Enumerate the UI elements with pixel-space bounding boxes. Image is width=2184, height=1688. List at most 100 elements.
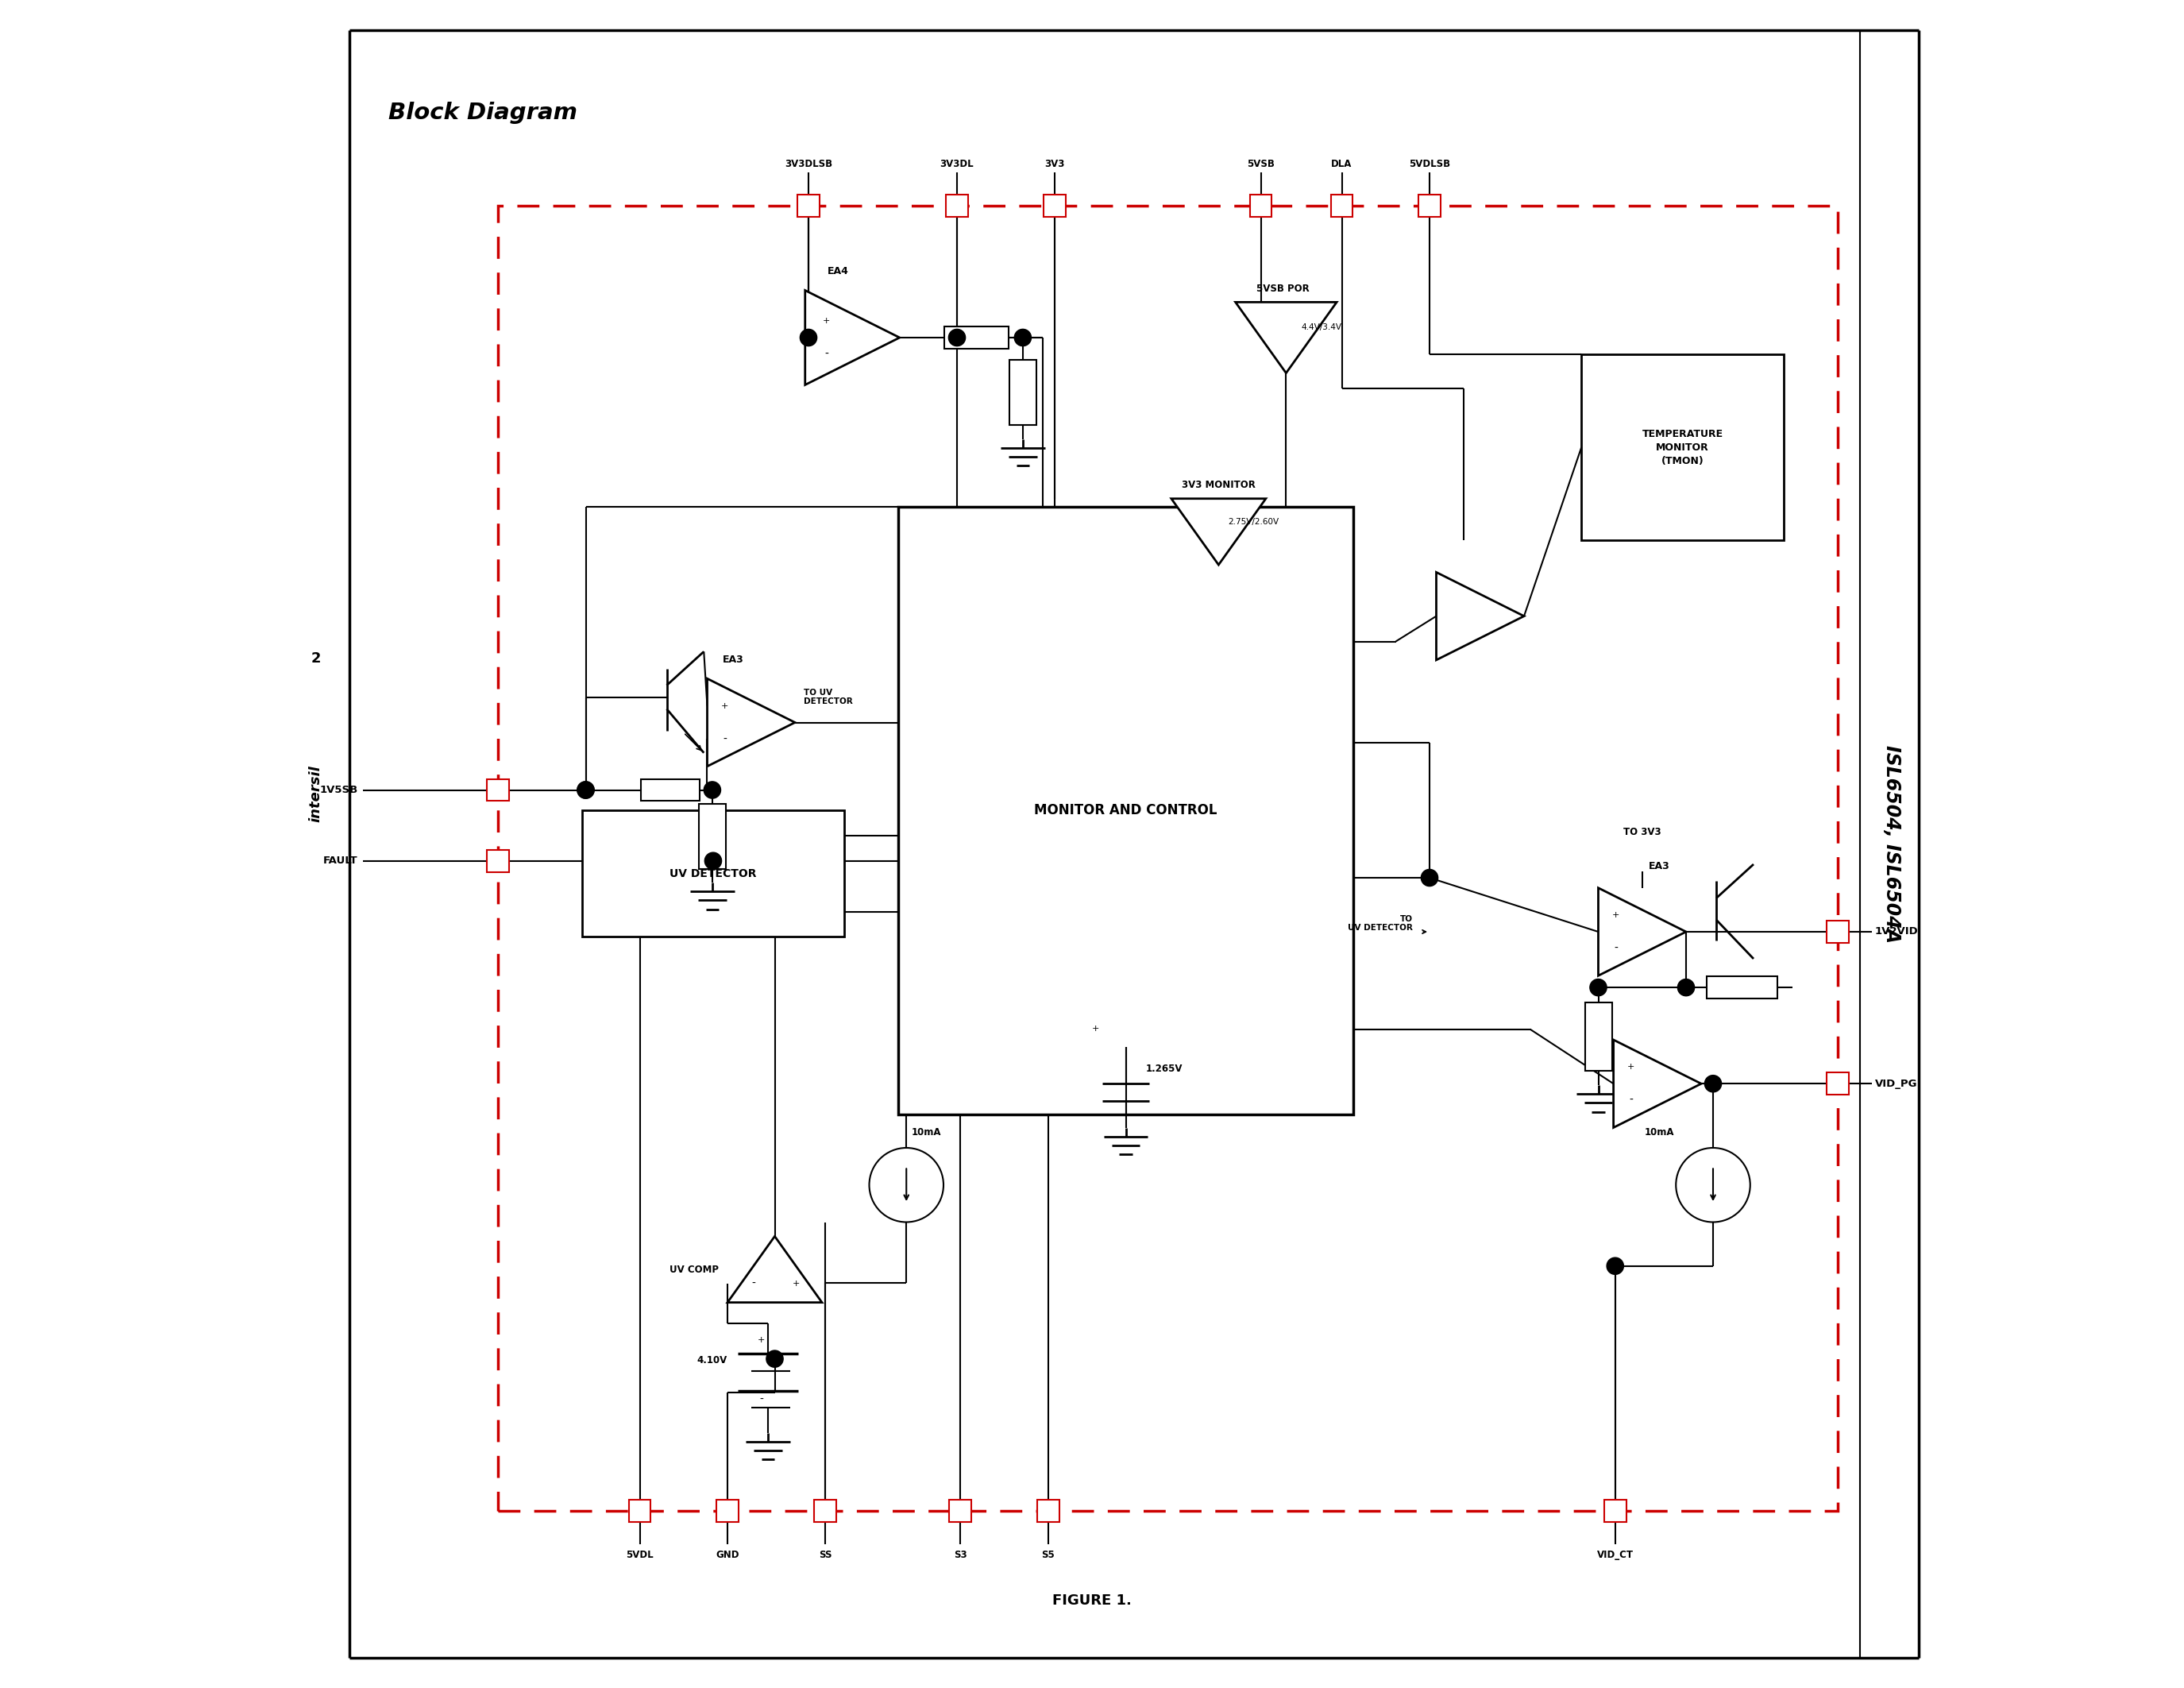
Circle shape xyxy=(869,1148,943,1222)
Bar xyxy=(1037,1501,1059,1523)
Polygon shape xyxy=(1171,498,1267,565)
Bar xyxy=(950,1501,972,1523)
Bar xyxy=(1706,976,1778,998)
Polygon shape xyxy=(1437,572,1524,660)
Text: 3V3DL: 3V3DL xyxy=(939,159,974,169)
Circle shape xyxy=(577,782,594,798)
Circle shape xyxy=(1675,1148,1749,1222)
Text: +: + xyxy=(823,317,830,326)
Text: VID_PG: VID_PG xyxy=(1876,1079,1918,1089)
Text: UV COMP: UV COMP xyxy=(670,1264,719,1274)
Text: 1V5SB: 1V5SB xyxy=(319,785,358,795)
Text: +: + xyxy=(758,1337,764,1344)
Text: EA3: EA3 xyxy=(1649,861,1669,871)
Bar xyxy=(1044,194,1066,216)
Text: -: - xyxy=(760,1394,762,1404)
Text: 2: 2 xyxy=(310,652,321,665)
Bar xyxy=(1586,1003,1612,1070)
Polygon shape xyxy=(1236,302,1337,373)
Text: 2.75V/2.60V: 2.75V/2.60V xyxy=(1227,518,1280,527)
Bar xyxy=(1828,922,1850,942)
Text: TO 3V3: TO 3V3 xyxy=(1623,827,1662,837)
Text: Block Diagram: Block Diagram xyxy=(389,101,577,123)
Text: 3V3 MONITOR: 3V3 MONITOR xyxy=(1182,479,1256,490)
Circle shape xyxy=(767,1350,784,1367)
Bar xyxy=(629,1501,651,1523)
Polygon shape xyxy=(1614,1040,1701,1128)
Text: UV DETECTOR: UV DETECTOR xyxy=(670,868,756,879)
Text: 4.10V: 4.10V xyxy=(697,1355,727,1366)
Bar xyxy=(1009,360,1035,425)
Circle shape xyxy=(577,782,594,798)
Text: EA4: EA4 xyxy=(828,267,850,277)
Circle shape xyxy=(799,329,817,346)
Text: +: + xyxy=(793,1280,799,1288)
Bar xyxy=(699,803,725,869)
Text: -: - xyxy=(723,734,727,744)
Text: 5VSB: 5VSB xyxy=(1247,159,1275,169)
Circle shape xyxy=(703,782,721,798)
Circle shape xyxy=(1013,329,1031,346)
Text: 3V3DLSB: 3V3DLSB xyxy=(784,159,832,169)
Text: -: - xyxy=(1629,1096,1634,1106)
Text: FIGURE 1.: FIGURE 1. xyxy=(1053,1593,1131,1607)
Text: -: - xyxy=(823,349,828,360)
Text: -: - xyxy=(1614,944,1618,954)
Text: DLA: DLA xyxy=(1332,159,1352,169)
Bar xyxy=(583,810,843,937)
Bar xyxy=(815,1501,836,1523)
Text: S5: S5 xyxy=(1042,1550,1055,1560)
Text: 4.4V/3.4V: 4.4V/3.4V xyxy=(1302,324,1341,331)
Bar xyxy=(898,506,1354,1114)
Bar xyxy=(1605,1501,1627,1523)
Text: 10mA: 10mA xyxy=(911,1128,941,1138)
Bar xyxy=(716,1501,738,1523)
Polygon shape xyxy=(708,679,795,766)
Polygon shape xyxy=(1599,888,1686,976)
Bar xyxy=(797,194,819,216)
Polygon shape xyxy=(727,1236,821,1303)
Bar xyxy=(1249,194,1271,216)
Text: 1V2VID: 1V2VID xyxy=(1876,927,1918,937)
Text: 10mA: 10mA xyxy=(1645,1128,1673,1138)
Text: MONITOR AND CONTROL: MONITOR AND CONTROL xyxy=(1035,803,1216,817)
Text: -: - xyxy=(751,1278,756,1290)
Bar xyxy=(943,326,1009,348)
Circle shape xyxy=(705,852,721,869)
Text: TO UV
DETECTOR: TO UV DETECTOR xyxy=(804,689,852,706)
Circle shape xyxy=(1677,979,1695,996)
Text: GND: GND xyxy=(716,1550,738,1560)
Text: 3V3: 3V3 xyxy=(1044,159,1066,169)
Polygon shape xyxy=(806,290,900,385)
Bar xyxy=(1420,194,1441,216)
Bar xyxy=(487,851,509,871)
Bar xyxy=(1330,194,1352,216)
Text: FAULT: FAULT xyxy=(323,856,358,866)
Bar xyxy=(487,778,509,800)
Text: SS: SS xyxy=(819,1550,832,1560)
Text: 5VSB POR: 5VSB POR xyxy=(1256,284,1308,294)
Text: ISL6504, ISL6504A: ISL6504, ISL6504A xyxy=(1883,744,1902,944)
Bar xyxy=(946,194,968,216)
Text: 5VDL: 5VDL xyxy=(627,1550,653,1560)
Bar xyxy=(1581,354,1784,540)
Text: +: + xyxy=(1627,1063,1636,1070)
Text: TO
UV DETECTOR: TO UV DETECTOR xyxy=(1348,915,1413,932)
Text: 1.265V: 1.265V xyxy=(1147,1063,1184,1074)
Circle shape xyxy=(948,329,965,346)
Circle shape xyxy=(1590,979,1607,996)
Text: EA3: EA3 xyxy=(723,655,745,665)
Text: +: + xyxy=(721,702,729,709)
Text: intersil: intersil xyxy=(308,765,323,822)
Text: 5VDLSB: 5VDLSB xyxy=(1409,159,1450,169)
Bar xyxy=(640,778,699,800)
Circle shape xyxy=(1607,1258,1623,1274)
Bar xyxy=(1828,1074,1850,1094)
Circle shape xyxy=(1422,869,1437,886)
Text: TEMPERATURE
MONITOR
(TMON): TEMPERATURE MONITOR (TMON) xyxy=(1642,429,1723,466)
Text: +: + xyxy=(1092,1025,1099,1033)
Text: S3: S3 xyxy=(954,1550,968,1560)
Text: VID_CT: VID_CT xyxy=(1597,1550,1634,1560)
Circle shape xyxy=(1704,1075,1721,1092)
Text: +: + xyxy=(1612,912,1621,918)
